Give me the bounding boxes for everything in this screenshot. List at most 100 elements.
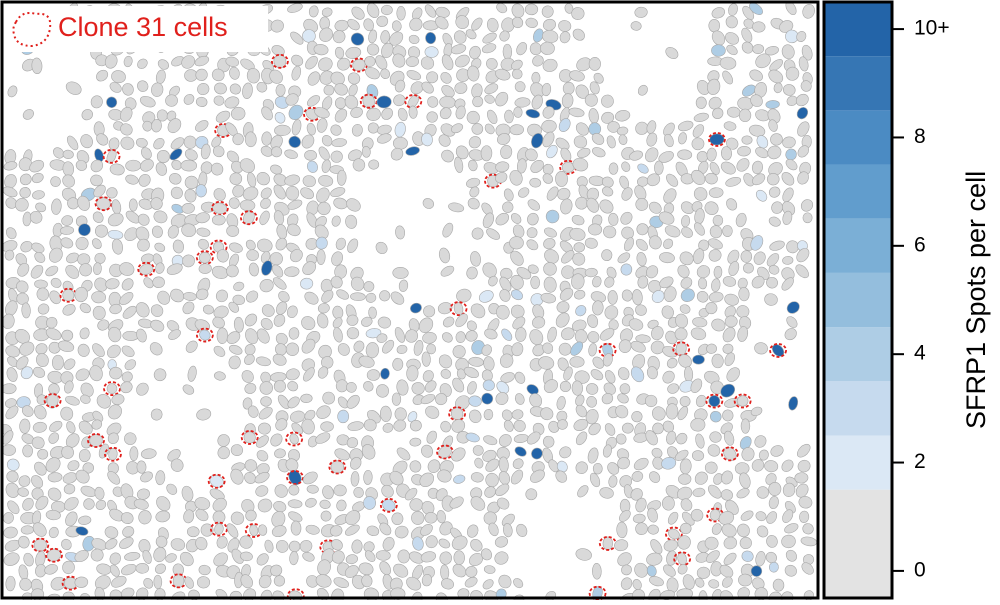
cell bbox=[317, 201, 331, 216]
cell bbox=[353, 340, 365, 353]
cell bbox=[455, 313, 468, 328]
cell bbox=[484, 83, 499, 95]
cell bbox=[722, 70, 733, 85]
cell bbox=[621, 161, 631, 172]
cell bbox=[288, 135, 301, 148]
cell bbox=[249, 524, 259, 537]
cell bbox=[511, 409, 524, 420]
cell bbox=[153, 137, 165, 150]
cell bbox=[242, 186, 259, 201]
cell bbox=[797, 121, 810, 137]
cell bbox=[722, 327, 736, 343]
cell bbox=[211, 136, 222, 148]
cell bbox=[531, 94, 543, 110]
cell bbox=[107, 212, 124, 227]
cell bbox=[751, 275, 765, 289]
cell bbox=[209, 488, 225, 501]
cell bbox=[784, 328, 797, 341]
cell bbox=[1, 444, 16, 456]
cell bbox=[124, 97, 137, 110]
cell bbox=[738, 573, 753, 587]
cell bbox=[635, 522, 648, 536]
cell bbox=[569, 356, 585, 368]
cell bbox=[496, 305, 510, 320]
cell bbox=[91, 419, 103, 430]
cell bbox=[184, 148, 198, 161]
cell bbox=[474, 457, 484, 469]
cell bbox=[76, 150, 90, 164]
cell bbox=[766, 535, 778, 548]
cell bbox=[393, 94, 406, 107]
cell bbox=[705, 301, 718, 315]
cell bbox=[172, 239, 184, 254]
cell bbox=[376, 333, 388, 343]
cell bbox=[800, 199, 814, 212]
cell bbox=[540, 407, 554, 421]
cell bbox=[544, 249, 559, 264]
cell bbox=[503, 188, 514, 202]
cell bbox=[739, 472, 751, 489]
cell bbox=[781, 534, 796, 549]
cell bbox=[4, 249, 15, 261]
cell bbox=[768, 561, 779, 573]
cell bbox=[470, 251, 481, 267]
cell bbox=[426, 430, 437, 444]
cell bbox=[261, 106, 273, 121]
cell bbox=[379, 522, 392, 536]
cell bbox=[675, 313, 688, 329]
cell bbox=[608, 162, 619, 175]
cell bbox=[198, 564, 211, 576]
cell bbox=[483, 409, 494, 421]
cell bbox=[157, 59, 169, 70]
cell bbox=[769, 59, 783, 72]
cell bbox=[546, 144, 558, 159]
cell bbox=[441, 149, 454, 163]
cell bbox=[212, 316, 225, 329]
cell bbox=[750, 235, 764, 251]
map-frame bbox=[0, 0, 820, 600]
cell bbox=[679, 396, 691, 407]
cell bbox=[707, 78, 721, 96]
colorbar-band bbox=[824, 218, 892, 273]
cell bbox=[751, 160, 764, 175]
cell bbox=[227, 537, 240, 553]
cell bbox=[284, 149, 298, 159]
cell bbox=[228, 301, 240, 313]
cell bbox=[270, 164, 283, 175]
cell bbox=[469, 45, 481, 60]
colorbar-tick-label: 10+ bbox=[914, 17, 950, 40]
cell bbox=[300, 393, 313, 403]
cell bbox=[542, 163, 554, 175]
cell bbox=[331, 251, 343, 266]
cell bbox=[365, 342, 379, 359]
cell bbox=[802, 212, 813, 224]
cell bbox=[348, 84, 358, 97]
cell bbox=[542, 29, 559, 44]
cell bbox=[19, 187, 31, 199]
cell bbox=[739, 536, 752, 550]
cell bbox=[604, 370, 616, 384]
cell bbox=[393, 563, 409, 578]
cell bbox=[90, 174, 103, 187]
cell bbox=[691, 137, 705, 151]
cell bbox=[499, 353, 514, 368]
cell bbox=[347, 72, 361, 85]
cell bbox=[659, 276, 674, 289]
cell bbox=[197, 576, 211, 589]
cell bbox=[245, 239, 256, 251]
cell bbox=[573, 242, 585, 253]
cell bbox=[631, 471, 644, 482]
cell bbox=[392, 53, 406, 68]
cell bbox=[801, 44, 813, 61]
cell bbox=[3, 526, 18, 539]
cell bbox=[726, 44, 738, 56]
cell bbox=[180, 159, 198, 172]
cell bbox=[256, 553, 269, 566]
cell bbox=[345, 554, 359, 565]
cell bbox=[681, 215, 691, 228]
cell bbox=[215, 110, 231, 123]
clone-outline bbox=[94, 196, 113, 212]
cell bbox=[708, 18, 721, 33]
cell bbox=[427, 459, 441, 473]
cell bbox=[140, 448, 157, 460]
